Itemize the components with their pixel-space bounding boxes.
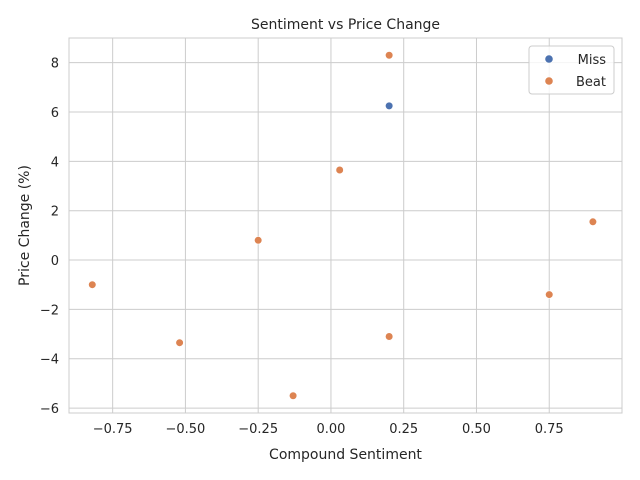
x-tick-label: −0.50 [165, 422, 205, 437]
y-tick-label: −2 [40, 303, 59, 318]
y-tick-label: 6 [51, 106, 59, 121]
data-point-miss [385, 101, 394, 110]
x-tick-label: −0.25 [238, 422, 278, 437]
x-tick-label: 0.50 [462, 422, 491, 437]
data-point-beat [588, 217, 597, 226]
data-point-beat [175, 338, 184, 347]
chart-title: Sentiment vs Price Change [251, 17, 440, 33]
plot-area [68, 37, 623, 414]
y-tick-label: −6 [40, 402, 59, 417]
data-point-beat [385, 332, 394, 341]
x-tick-label: 0.75 [535, 422, 564, 437]
x-tick-label: 0.25 [389, 422, 418, 437]
y-tick-label: −4 [40, 353, 59, 368]
legend-label-beat: Beat [576, 75, 606, 90]
y-tick-label: 0 [51, 254, 59, 269]
y-tick-label: 4 [51, 155, 59, 170]
x-axis-label: Compound Sentiment [269, 447, 422, 463]
data-point-beat [335, 165, 344, 175]
data-point-beat [545, 290, 554, 299]
x-tick-label: −0.75 [93, 422, 133, 437]
x-tick-labels: −0.75 −0.50 −0.25 0.00 0.25 0.50 0.75 [93, 422, 564, 437]
y-tick-label: 2 [51, 205, 59, 220]
y-tick-label: 8 [51, 57, 59, 72]
x-tick-label: 0.00 [316, 422, 345, 437]
data-point-beat [88, 280, 97, 289]
data-point-beat [289, 391, 298, 400]
data-points [88, 51, 597, 400]
data-point-beat [385, 51, 394, 60]
y-tick-labels: −6 −4 −2 0 2 4 6 8 [40, 57, 59, 417]
grid-lines [69, 38, 622, 413]
legend: Miss Beat [528, 45, 615, 95]
y-axis-label: Price Change (%) [17, 165, 33, 286]
legend-marker-miss [545, 55, 553, 63]
legend-label-miss: Miss [578, 53, 607, 68]
legend-marker-beat [545, 77, 553, 85]
data-point-beat [254, 236, 263, 245]
